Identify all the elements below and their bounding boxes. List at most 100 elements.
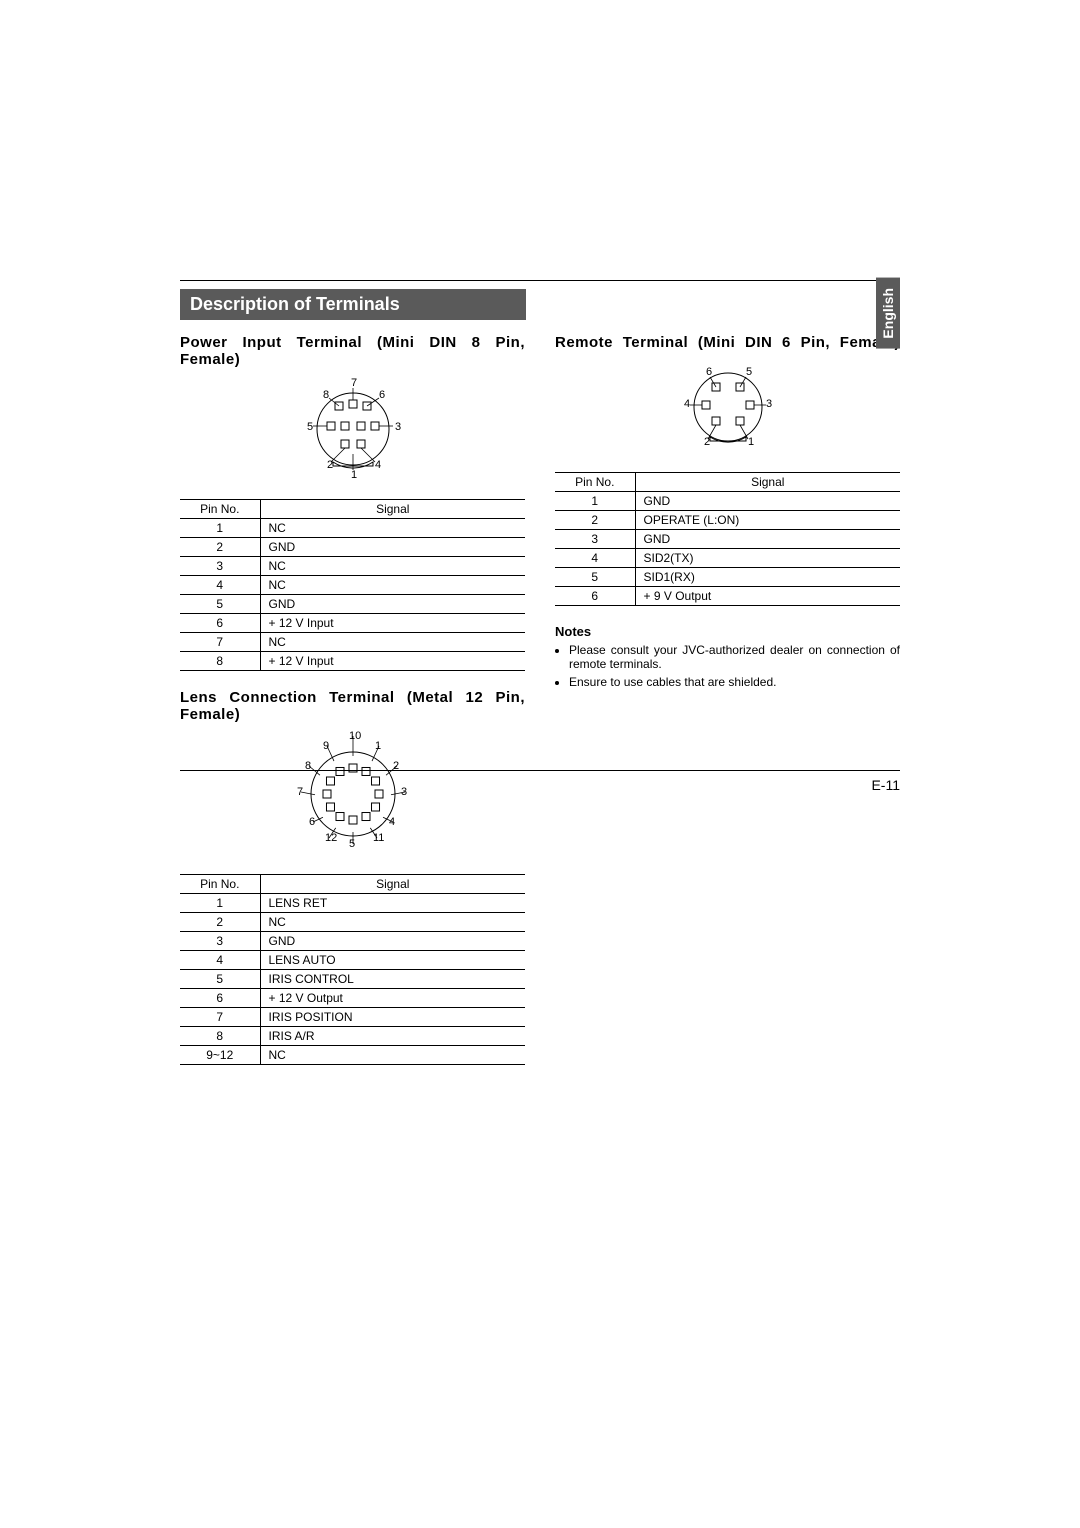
right-column: Remote Terminal (Mini DIN 6 Pin, Female)… <box>555 334 900 1083</box>
pin-number-cell: 5 <box>180 595 260 614</box>
table-row: 2NC <box>180 913 525 932</box>
pin-label: 5 <box>746 366 752 378</box>
table-row: 7IRIS POSITION <box>180 1008 525 1027</box>
signal-cell: NC <box>260 557 525 576</box>
signal-cell: SID2(TX) <box>635 549 900 568</box>
pin-number-cell: 8 <box>180 652 260 671</box>
pin-label: 9 <box>323 740 329 752</box>
signal-cell: + 12 V Output <box>260 989 525 1008</box>
pin-label: 2 <box>704 436 710 448</box>
pin-label: 3 <box>766 398 772 410</box>
table-row: 1NC <box>180 519 525 538</box>
notes-heading: Notes <box>555 624 900 639</box>
pin-number-cell: 3 <box>180 932 260 951</box>
table-row: 6+ 12 V Output <box>180 989 525 1008</box>
signal-cell: SID1(RX) <box>635 568 900 587</box>
signal-cell: + 12 V Input <box>260 614 525 633</box>
pin-number-cell: 4 <box>555 549 635 568</box>
signal-cell: OPERATE (L:ON) <box>635 511 900 530</box>
power-input-diagram: 7 8 6 5 3 2 4 1 <box>180 374 525 489</box>
signal-cell: GND <box>260 538 525 557</box>
table-row: 2GND <box>180 538 525 557</box>
signal-cell: GND <box>260 595 525 614</box>
table-row: 4SID2(TX) <box>555 549 900 568</box>
pin-label: 6 <box>379 389 385 401</box>
table-header: Signal <box>635 473 900 492</box>
signal-cell: NC <box>260 633 525 652</box>
pin-number-cell: 1 <box>180 894 260 913</box>
signal-cell: GND <box>635 492 900 511</box>
table-row: 5IRIS CONTROL <box>180 970 525 989</box>
table-row: 8+ 12 V Input <box>180 652 525 671</box>
pin-number-cell: 3 <box>180 557 260 576</box>
pin-number-cell: 5 <box>180 970 260 989</box>
table-row: 1LENS RET <box>180 894 525 913</box>
power-input-heading: Power Input Terminal (Mini DIN 8 Pin, Fe… <box>180 334 525 368</box>
signal-cell: NC <box>260 1046 525 1065</box>
language-tab: English <box>876 278 900 349</box>
pin-number-cell: 1 <box>555 492 635 511</box>
table-row: 4LENS AUTO <box>180 951 525 970</box>
signal-cell: GND <box>260 932 525 951</box>
table-row: 9~12NC <box>180 1046 525 1065</box>
pin-label: 12 <box>325 832 337 844</box>
pin-label: 3 <box>395 421 401 433</box>
table-row: 5SID1(RX) <box>555 568 900 587</box>
signal-cell: GND <box>635 530 900 549</box>
left-column: Power Input Terminal (Mini DIN 8 Pin, Fe… <box>180 334 525 1083</box>
table-row: 8IRIS A/R <box>180 1027 525 1046</box>
pin-number-cell: 2 <box>180 538 260 557</box>
power-input-table: Pin No.Signal 1NC2GND3NC4NC5GND6+ 12 V I… <box>180 499 525 671</box>
note-item: Please consult your JVC-authorized deale… <box>569 643 900 671</box>
signal-cell: NC <box>260 913 525 932</box>
signal-cell: LENS AUTO <box>260 951 525 970</box>
top-rule <box>180 280 900 281</box>
table-row: 1GND <box>555 492 900 511</box>
signal-cell: IRIS POSITION <box>260 1008 525 1027</box>
table-row: 5GND <box>180 595 525 614</box>
table-row: 6+ 9 V Output <box>555 587 900 606</box>
pin-number-cell: 7 <box>180 633 260 652</box>
pin-label: 1 <box>748 436 754 448</box>
table-row: 6+ 12 V Input <box>180 614 525 633</box>
signal-cell: NC <box>260 576 525 595</box>
table-header: Pin No. <box>555 473 635 492</box>
remote-heading: Remote Terminal (Mini DIN 6 Pin, Female) <box>555 334 900 351</box>
table-row: 2OPERATE (L:ON) <box>555 511 900 530</box>
pin-label: 4 <box>389 816 395 828</box>
pin-number-cell: 1 <box>180 519 260 538</box>
pin-number-cell: 2 <box>555 511 635 530</box>
signal-cell: IRIS A/R <box>260 1027 525 1046</box>
signal-cell: LENS RET <box>260 894 525 913</box>
pin-label: 5 <box>307 421 313 433</box>
pin-label: 8 <box>323 389 329 401</box>
table-header: Pin No. <box>180 500 260 519</box>
remote-diagram: 6 5 4 3 2 1 <box>555 357 900 462</box>
pin-number-cell: 3 <box>555 530 635 549</box>
signal-cell: NC <box>260 519 525 538</box>
note-item: Ensure to use cables that are shielded. <box>569 675 900 689</box>
remote-table: Pin No.Signal 1GND2OPERATE (L:ON)3GND4SI… <box>555 472 900 606</box>
pin-label: 6 <box>309 816 315 828</box>
pin-number-cell: 8 <box>180 1027 260 1046</box>
signal-cell: + 9 V Output <box>635 587 900 606</box>
lens-connection-diagram: 123456789101112 <box>180 729 525 864</box>
lens-connection-table: Pin No.Signal 1LENS RET2NC3GND4LENS AUTO… <box>180 874 525 1065</box>
pin-number-cell: 2 <box>180 913 260 932</box>
signal-cell: IRIS CONTROL <box>260 970 525 989</box>
pin-number-cell: 4 <box>180 576 260 595</box>
table-header: Pin No. <box>180 875 260 894</box>
pin-number-cell: 5 <box>555 568 635 587</box>
table-row: 3GND <box>555 530 900 549</box>
pin-label: 6 <box>706 366 712 378</box>
pin-number-cell: 6 <box>180 614 260 633</box>
pin-label: 7 <box>351 377 357 389</box>
pin-label: 4 <box>684 398 690 410</box>
pin-label: 1 <box>351 469 357 481</box>
page-title: Description of Terminals <box>180 289 526 320</box>
signal-cell: + 12 V Input <box>260 652 525 671</box>
pin-label: 1 <box>375 740 381 752</box>
pin-number-cell: 6 <box>180 989 260 1008</box>
table-header: Signal <box>260 500 525 519</box>
pin-number-cell: 9~12 <box>180 1046 260 1065</box>
